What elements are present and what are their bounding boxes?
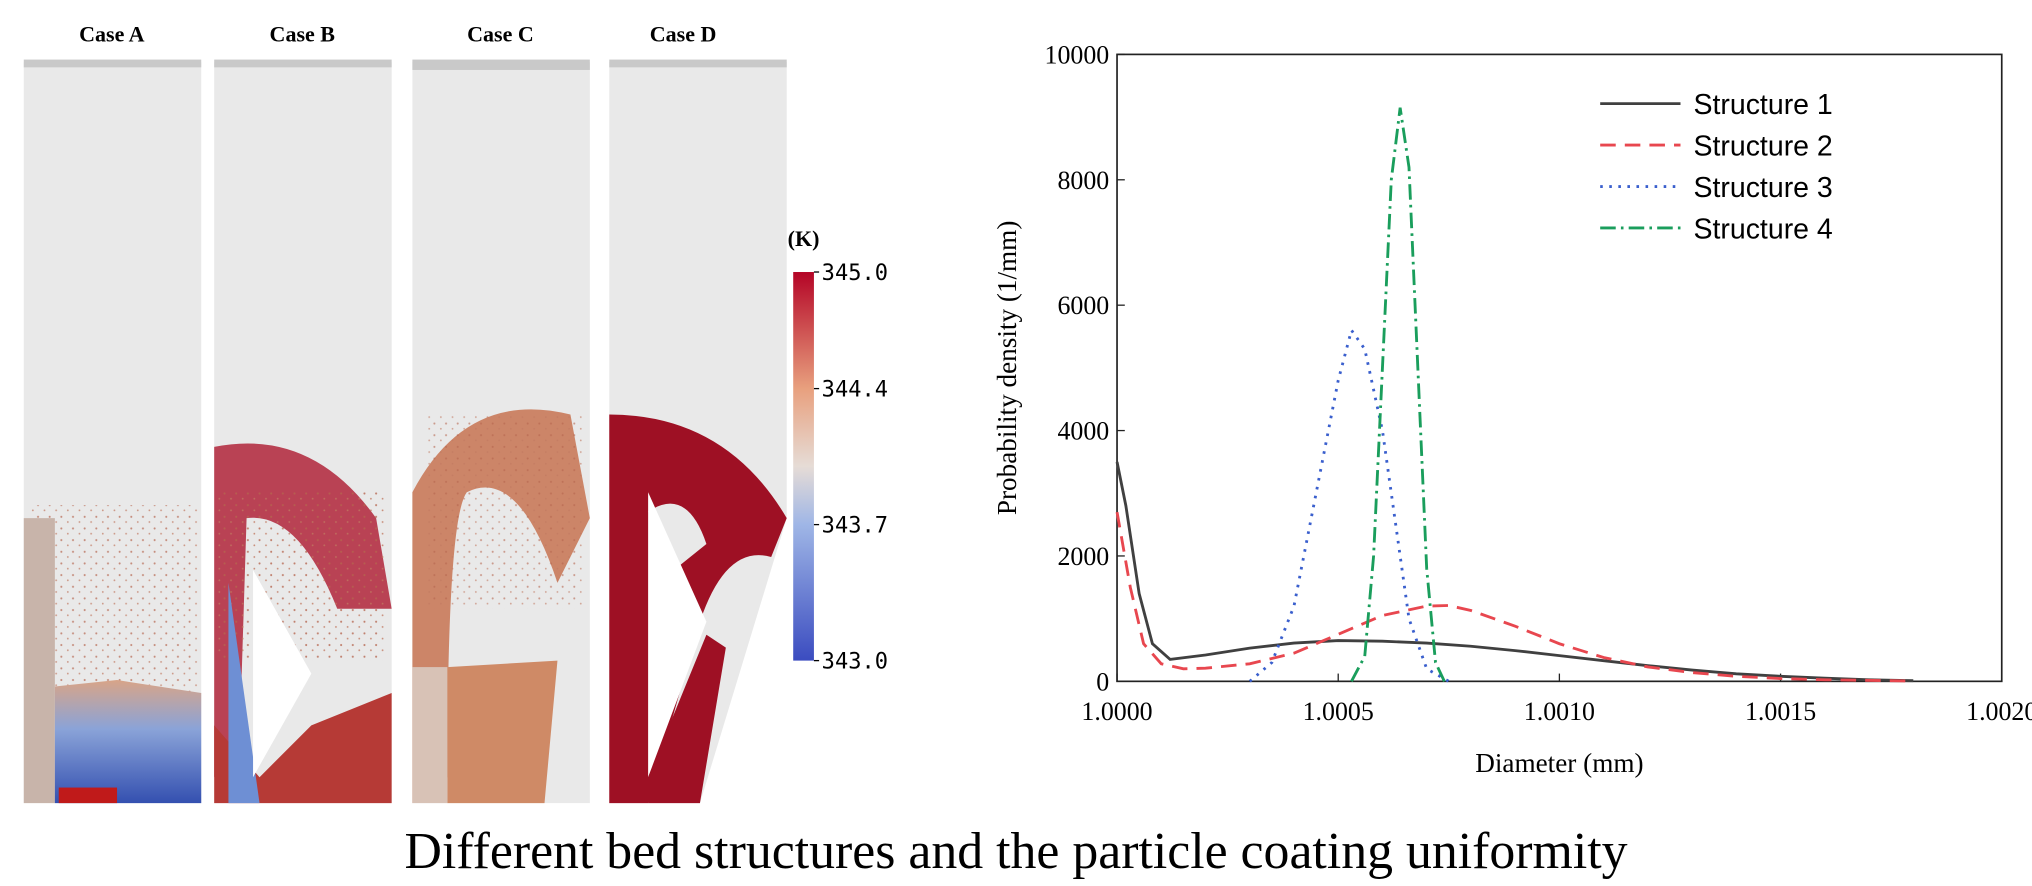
caption: Different bed structures and the particl… <box>404 823 1627 880</box>
series-line <box>1115 461 1914 683</box>
case-label: Case C <box>467 21 534 46</box>
y-tick-label: 6000 <box>1057 291 1109 320</box>
colorbar <box>793 272 814 661</box>
legend-label: Structure 2 <box>1693 130 1832 162</box>
colorbar-tick-label: 344.4 <box>822 377 888 402</box>
legend-label: Structure 3 <box>1693 172 1832 204</box>
case-c-panel <box>412 59 590 804</box>
colorbar-tick-label: 345.0 <box>822 261 888 286</box>
x-axis-label: Diameter (mm) <box>1475 748 1643 778</box>
y-axis-label: Probability density (1/mm) <box>992 221 1022 516</box>
x-tick-label: 1.0005 <box>1303 697 1374 726</box>
y-tick-label: 0 <box>1096 667 1109 696</box>
case-label: Case A <box>79 21 145 46</box>
colorbar-tick-label: 343.0 <box>822 649 888 674</box>
colorbar-unit: (K) <box>788 226 820 251</box>
y-tick-label: 10000 <box>1045 40 1110 69</box>
case-d-panel <box>609 59 787 804</box>
line-chart: 0 2000 4000 6000 8000 10000 1.0000 1.0005 1.0010… <box>992 40 2032 778</box>
y-tick-label: 4000 <box>1057 417 1109 446</box>
series-line <box>1115 511 1914 683</box>
y-tick-label: 2000 <box>1057 542 1109 571</box>
case-b-panel <box>214 59 392 804</box>
series-line <box>1350 107 1446 683</box>
y-tick-label: 8000 <box>1057 166 1109 195</box>
case-label: Case B <box>270 21 336 46</box>
series-line <box>1248 326 1450 683</box>
x-tick-label: 1.0000 <box>1081 697 1152 726</box>
case-a-panel <box>23 59 202 804</box>
colorbar-tick-label: 343.7 <box>822 513 888 538</box>
plot-frame <box>1116 53 2003 683</box>
legend-label: Structure 1 <box>1693 89 1832 121</box>
case-label: Case D <box>650 21 717 46</box>
legend-label: Structure 4 <box>1693 213 1832 245</box>
x-tick-label: 1.0020 <box>1966 697 2032 726</box>
x-tick-label: 1.0015 <box>1745 697 1816 726</box>
x-tick-label: 1.0010 <box>1524 697 1595 726</box>
